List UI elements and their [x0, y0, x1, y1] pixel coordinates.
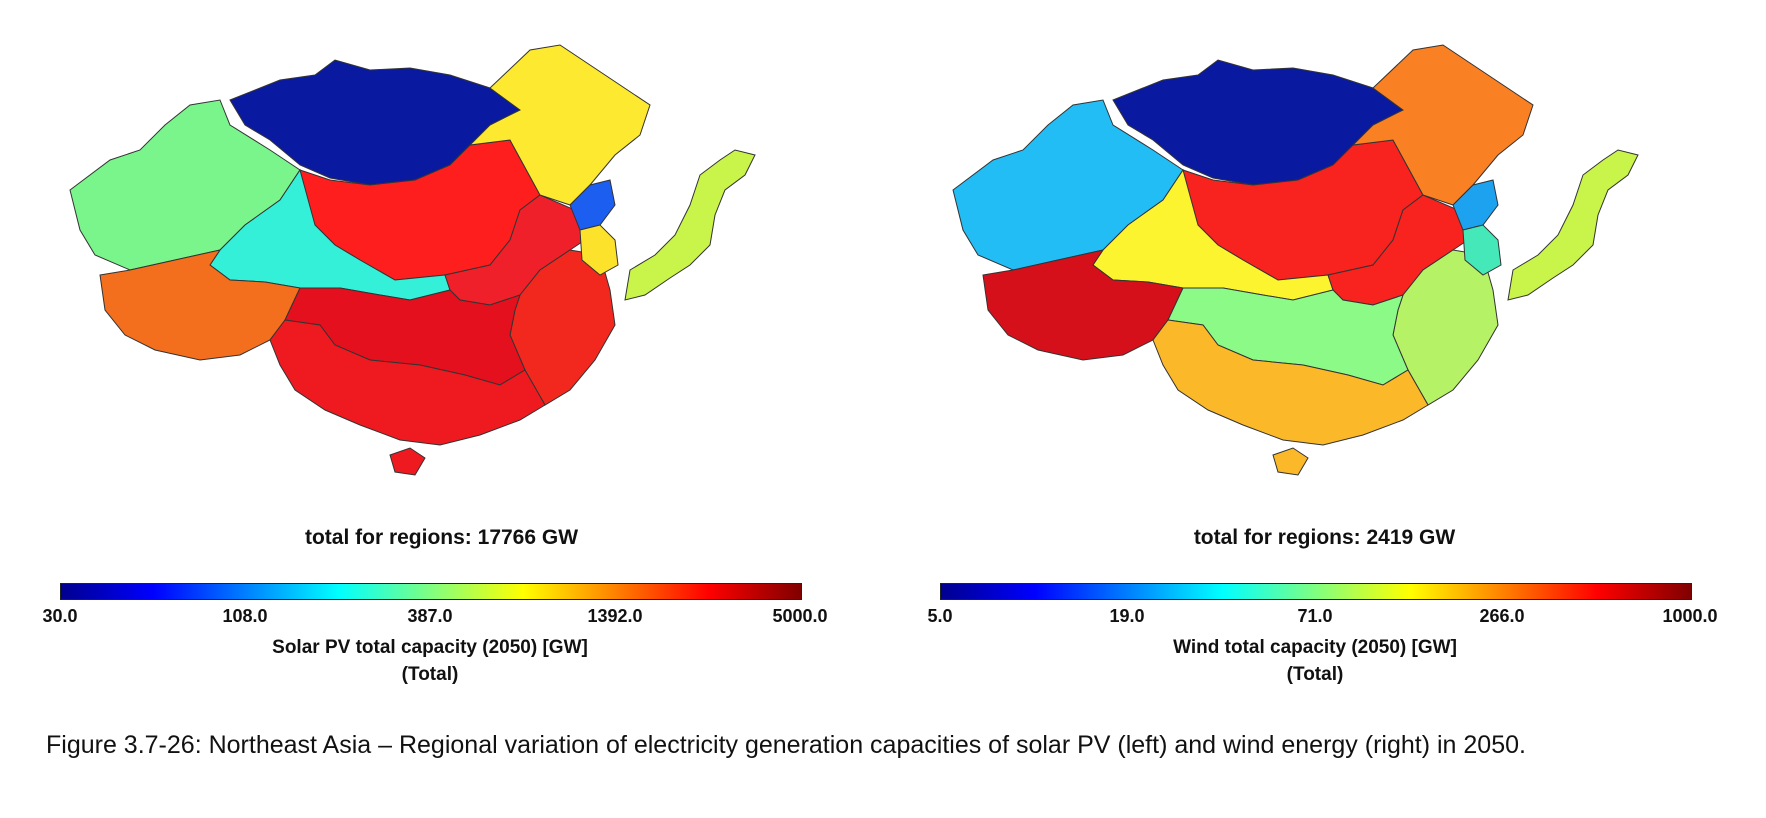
solar-pv-colorbar-title: Solar PV total capacity (2050) [GW] (Tot… [170, 634, 690, 688]
region-south-korea[interactable] [579, 224, 619, 276]
region-south-korea[interactable] [1462, 224, 1502, 276]
solar-pv-colorbar-tick: 387.0 [407, 606, 453, 626]
wind-colorbar-tick: 266.0 [1479, 606, 1525, 626]
solar-pv-colorbar-tick: 1392.0 [587, 606, 643, 626]
solar-pv-colorbar-tick: 5000.0 [772, 606, 828, 626]
region-japan[interactable] [624, 149, 756, 301]
solar-pv-map-panel: total for regions: 17766 GW 30.0 108.0 3… [0, 0, 883, 700]
wind-colorbar-title: Wind total capacity (2050) [GW] (Total) [1055, 634, 1575, 688]
solar-pv-colorbar-tick: 30.0 [42, 606, 78, 626]
solar-pv-colorbar-subtitle: (Total) [401, 664, 459, 685]
solar-pv-colorbar-title-line: Solar PV total capacity (2050) [GW] [272, 637, 588, 658]
solar-pv-total-label: total for regions: 17766 GW [304, 526, 579, 549]
wind-colorbar [940, 583, 1692, 600]
solar-pv-colorbar [60, 583, 802, 600]
wind-total-label: total for regions: 2419 GW [1193, 526, 1456, 549]
region-hainan[interactable] [1272, 447, 1309, 476]
wind-colorbar-subtitle: (Total) [1286, 664, 1344, 685]
wind-colorbar-tick: 19.0 [1109, 606, 1145, 626]
region-south[interactable] [269, 319, 546, 446]
wind-map [952, 44, 1639, 476]
region-hainan[interactable] [389, 447, 426, 476]
wind-colorbar-tick: 1000.0 [1662, 606, 1718, 626]
wind-colorbar-tick: 5.0 [927, 606, 953, 626]
region-south[interactable] [1152, 319, 1429, 446]
region-japan[interactable] [1507, 149, 1639, 301]
region-northeast[interactable] [468, 44, 651, 206]
wind-colorbar-title-line: Wind total capacity (2050) [GW] [1173, 637, 1457, 658]
wind-colorbar-tick: 71.0 [1297, 606, 1333, 626]
solar-pv-colorbar-tick: 108.0 [222, 606, 268, 626]
figure-caption: Figure 3.7-26: Northeast Asia – Regional… [46, 731, 1526, 759]
region-northeast[interactable] [1351, 44, 1534, 206]
solar-pv-map [69, 44, 756, 476]
wind-map-panel: total for regions: 2419 GW 5.0 19.0 71.0… [883, 0, 1766, 700]
